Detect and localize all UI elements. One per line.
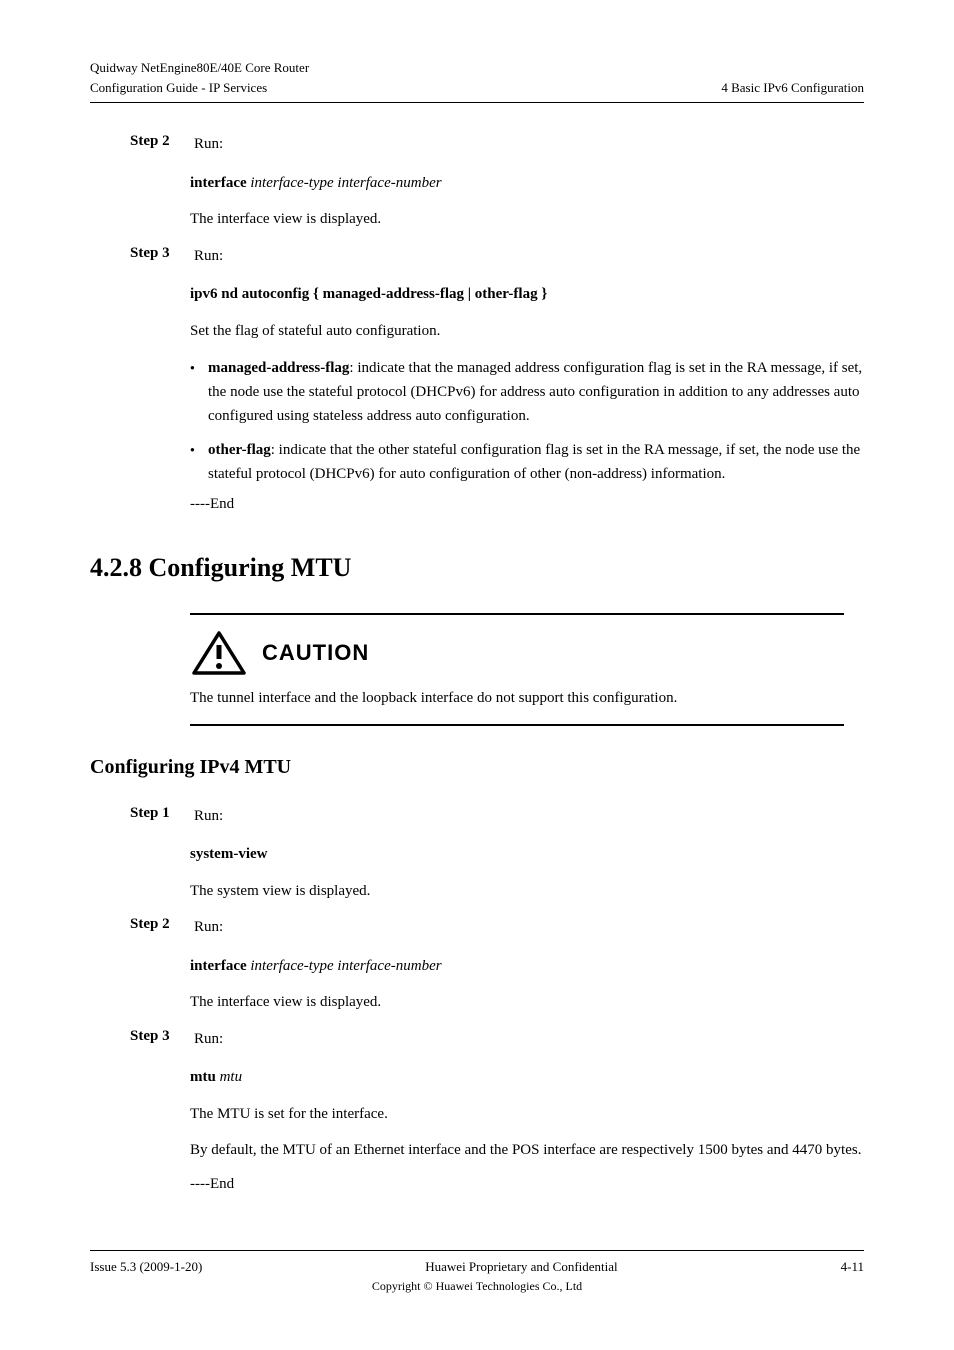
step3-body: Run:: [194, 245, 834, 268]
section-heading-mtu: 4.2.8 Configuring MTU: [90, 553, 864, 583]
footer-copyright: Huawei Proprietary and Confidential: [425, 1259, 617, 1275]
mtu-step2-desc: The interface view is displayed.: [190, 991, 864, 1014]
callout-text: The tunnel interface and the loopback in…: [190, 687, 844, 710]
step3-desc: Set the flag of stateful auto configurat…: [190, 320, 864, 343]
bullet2-lead: other-flag: [208, 442, 271, 458]
step2-block: Step 2 Run:: [130, 133, 864, 156]
step2-cmd-args: interface-type interface-number: [250, 175, 441, 191]
header-rule: [90, 102, 864, 103]
header-product-line2: Configuration Guide - IP Services: [90, 80, 267, 98]
mtu-step3-block: Step 3 Run:: [130, 1028, 864, 1051]
step2-desc: The interface view is displayed.: [190, 208, 864, 231]
step3-block: Step 3 Run:: [130, 245, 864, 268]
bullet-item-1: managed-address-flag: indicate that the …: [190, 356, 864, 428]
subsection-heading-ipv4-mtu: Configuring IPv4 MTU: [90, 756, 864, 779]
caution-icon: [190, 629, 248, 677]
bullet2-text: : indicate that the other stateful confi…: [208, 442, 860, 482]
bullet-item-2: other-flag: indicate that the other stat…: [190, 438, 864, 486]
step2-run: Run:: [194, 136, 223, 152]
footer-page: 4-11: [841, 1259, 864, 1275]
mtu-step1-body: Run:: [194, 805, 834, 828]
step3-label: Step 3: [130, 245, 190, 262]
step2-label: Step 2: [130, 133, 190, 150]
header-product-line1: Quidway NetEngine80E/40E Core Router: [90, 60, 864, 76]
mtu-step2-body: Run:: [194, 916, 834, 939]
header-chapter: 4 Basic IPv6 Configuration: [721, 80, 864, 96]
step3-bullets: managed-address-flag : indicate that the …: [190, 356, 864, 486]
mtu-step1-cmd-line: system-view: [190, 843, 864, 866]
mtu-step1-desc: The system view is displayed.: [190, 880, 864, 903]
step3-cmd-line: ipv6 nd autoconfig { managed-address-fla…: [190, 283, 864, 306]
mtu-step2-cmd-args: interface-type interface-number: [250, 958, 441, 974]
step2-cmd: interface: [190, 175, 247, 191]
mtu-step1-label: Step 1: [130, 805, 190, 822]
mtu-step2-label: Step 2: [130, 916, 190, 933]
callout-title: CAUTION: [262, 640, 369, 666]
mtu-step3-cmd: mtu: [190, 1069, 216, 1085]
mtu-step2-block: Step 2 Run:: [130, 916, 864, 939]
footer-row: Issue 5.3 (2009-1-20) Huawei Proprietary…: [90, 1259, 864, 1275]
mtu-step3-body: Run:: [194, 1028, 834, 1051]
callout-rule-top: [190, 613, 844, 615]
mtu-step3-cmd-args: mtu: [220, 1069, 243, 1085]
mtu-step3-end: ----End: [190, 1176, 864, 1193]
bullet1-lead: managed-address-flag: [208, 360, 349, 376]
mtu-step3-label: Step 3: [130, 1028, 190, 1045]
mtu-step2-cmd: interface: [190, 958, 247, 974]
footer-rule: [90, 1250, 864, 1251]
mtu-step3-run: Run:: [194, 1031, 223, 1047]
footer-issue: Issue 5.3 (2009-1-20): [90, 1259, 202, 1275]
mtu-step1-block: Step 1 Run:: [130, 805, 864, 828]
mtu-step2-cmd-line: interface interface-type interface-numbe…: [190, 955, 864, 978]
step2-body: Run:: [194, 133, 834, 156]
mtu-step1-run: Run:: [194, 808, 223, 824]
step3-cmd: ipv6 nd autoconfig: [190, 286, 309, 302]
step3-subcmd: { managed-address-flag | other-flag }: [313, 286, 547, 302]
footer-copyright2: Copyright © Huawei Technologies Co., Ltd: [90, 1279, 864, 1294]
step3-run: Run:: [194, 248, 223, 264]
mtu-step1-cmd: system-view: [190, 846, 267, 862]
caution-callout: CAUTION The tunnel interface and the loo…: [190, 613, 844, 726]
callout-header: CAUTION: [190, 629, 844, 677]
mtu-step3-note: By default, the MTU of an Ethernet inter…: [190, 1139, 864, 1162]
step2-cmd-line: interface interface-type interface-numbe…: [190, 172, 864, 195]
callout-rule-bottom: [190, 724, 844, 726]
page-container: Quidway NetEngine80E/40E Core Router Con…: [0, 0, 954, 1293]
page-footer: Issue 5.3 (2009-1-20) Huawei Proprietary…: [90, 1250, 864, 1294]
mtu-step3-desc: The MTU is set for the interface.: [190, 1103, 864, 1126]
step3-end: ----End: [190, 496, 864, 513]
mtu-step3-cmd-line: mtu mtu: [190, 1066, 864, 1089]
mtu-step2-run: Run:: [194, 919, 223, 935]
